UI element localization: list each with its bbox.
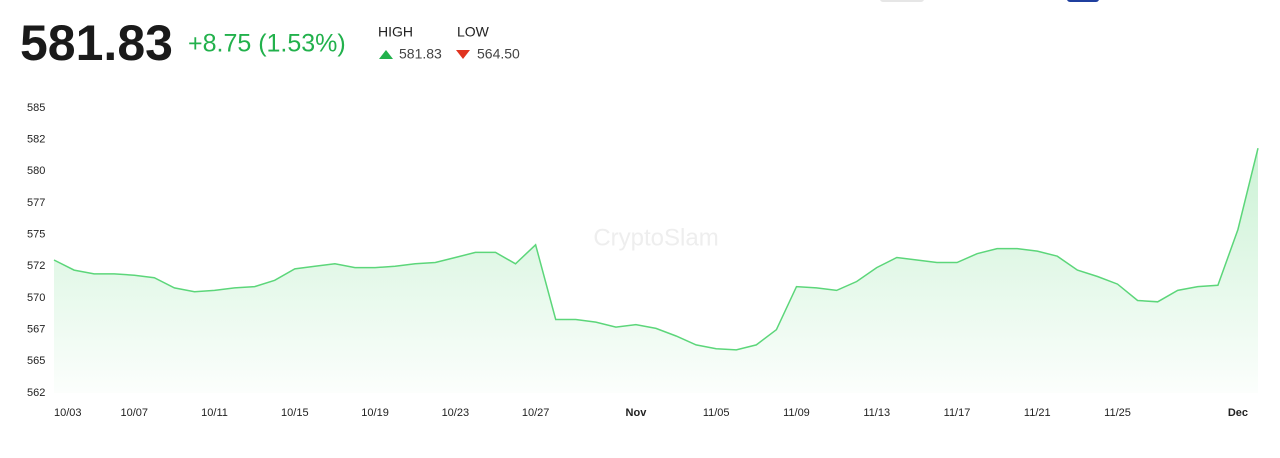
x-tick-label: 11/13 [863,407,890,419]
x-tick-label: Dec [1228,407,1248,419]
high-label: HIGH [378,24,413,40]
x-tick-label: 10/23 [442,407,470,419]
price-change: +8.75 (1.53%) [188,30,346,58]
x-tick-label: 11/21 [1024,407,1051,419]
y-tick-label: 572 [27,260,45,272]
watermark: CryptoSlam [593,224,718,251]
y-tick-label: 567 [27,324,45,336]
price-line [53,148,1259,351]
y-tick-label: 565 [27,355,45,367]
x-tick-label: 11/17 [944,407,971,419]
x-tick-label: 10/27 [522,407,550,419]
y-tick-label: 582 [27,134,45,146]
low-value: 564.50 [477,46,520,62]
y-tick-label: 575 [27,229,45,241]
x-tick-label: 11/09 [783,407,810,419]
price: 581.83 [20,15,173,71]
area-fill [54,148,1258,393]
y-tick-label: 577 [27,197,45,209]
low-label: LOW [457,24,490,40]
y-tick-label: 580 [27,165,45,177]
y-tick-label: 570 [27,292,45,304]
y-tick-label: 562 [27,387,45,399]
x-tick-label: 11/05 [703,407,730,419]
button[interactable] [880,0,924,2]
x-tick-label: 10/07 [121,407,149,419]
x-tick-label: 10/03 [54,407,82,419]
x-tick-label: 10/15 [281,407,309,419]
down-icon [456,50,470,59]
high-value: 581.83 [399,46,442,62]
x-tick-label: Nov [626,407,648,419]
x-tick-label: 11/25 [1104,407,1131,419]
up-icon [379,50,393,59]
x-tick-label: 10/19 [361,407,389,419]
x-tick-label: 10/11 [201,407,228,419]
y-tick-label: 585 [27,102,45,114]
button[interactable] [1067,0,1099,2]
